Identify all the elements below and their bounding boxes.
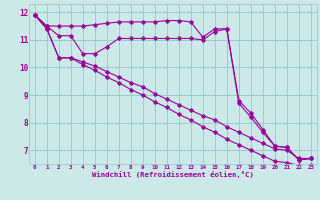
X-axis label: Windchill (Refroidissement éolien,°C): Windchill (Refroidissement éolien,°C) — [92, 171, 254, 178]
